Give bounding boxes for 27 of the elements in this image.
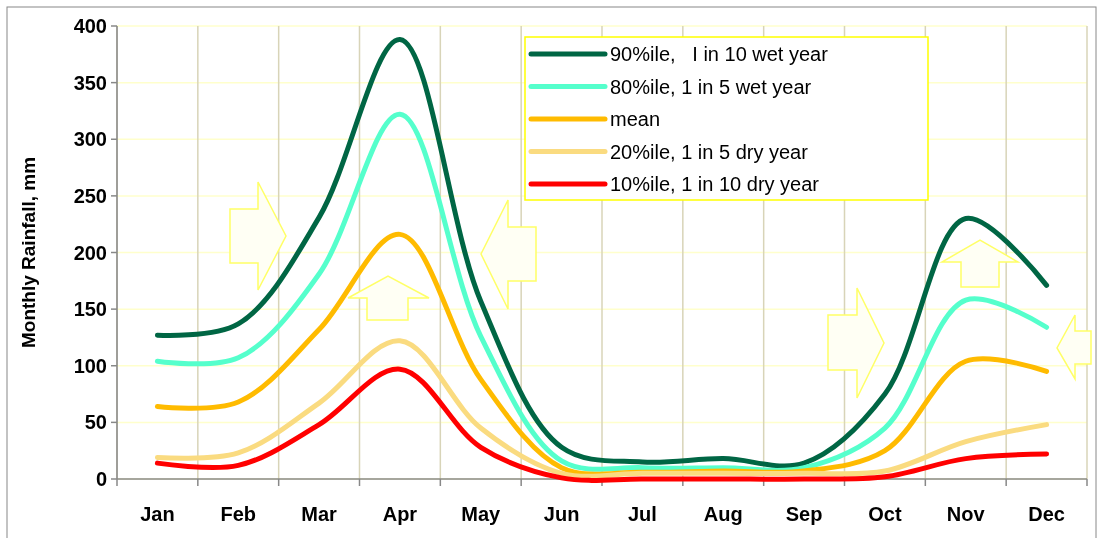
x-tick-label: Sep (785, 503, 823, 525)
x-tick-label: Mar (301, 503, 338, 525)
x-tick-label: Feb (220, 503, 257, 525)
x-tick-label: Apr (382, 503, 418, 525)
legend-label: 10%ile, 1 in 10 dry year (610, 173, 820, 195)
x-tick-label: Jul (627, 503, 657, 525)
x-tick-label: Jun (543, 503, 580, 525)
legend-label: 20%ile, 1 in 5 dry year (610, 140, 809, 163)
y-tick-label: 350 (73, 71, 107, 94)
legend-label: mean (610, 108, 661, 130)
y-tick-label: 0 (95, 468, 107, 490)
x-tick-label: Dec (1028, 503, 1065, 525)
y-tick-label: 100 (73, 354, 107, 377)
x-tick-label: Oct (868, 503, 902, 525)
y-tick-label: 150 (73, 298, 107, 321)
x-tick-label: May (461, 503, 502, 525)
x-tick-label: Jan (140, 503, 175, 525)
y-tick-label: 200 (73, 241, 107, 264)
y-tick-label: 50 (84, 411, 107, 434)
y-tick-label: 250 (73, 184, 107, 207)
legend-label: 90%ile, I in 10 wet year (610, 43, 829, 65)
y-tick-label: 400 (73, 15, 107, 37)
legend-label: 80%ile, 1 in 5 wet year (610, 75, 812, 98)
x-tick-label: Nov (946, 503, 986, 525)
x-tick-label: Aug (703, 503, 743, 525)
y-tick-label: 300 (73, 128, 107, 151)
y-axis-title: Monthly Rainfall, mm (18, 156, 39, 349)
